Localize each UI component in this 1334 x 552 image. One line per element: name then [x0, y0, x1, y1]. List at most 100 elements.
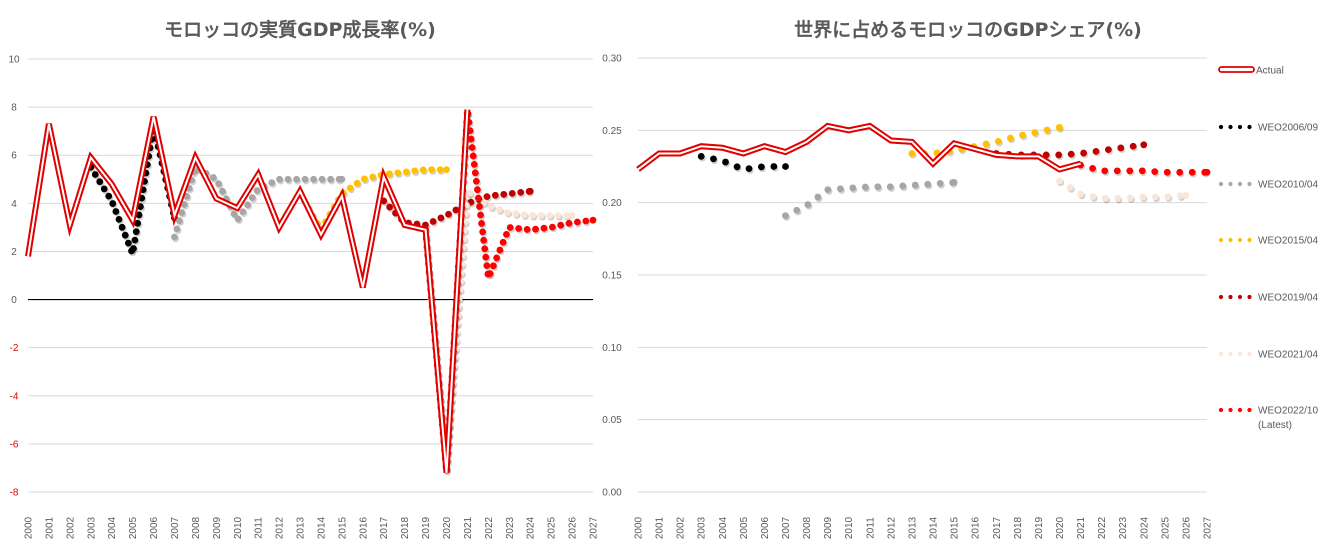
data-point [733, 163, 741, 171]
x-tick-label: 2003 [697, 516, 708, 539]
data-point [268, 179, 276, 187]
legend-dot-swatch [1228, 351, 1233, 357]
data-point [230, 210, 238, 218]
legend-label: WEO2010/04 [1258, 180, 1318, 191]
x-tick-label: 2018 [1013, 516, 1024, 539]
x-tick-label: 2004 [718, 516, 729, 539]
data-point [428, 166, 436, 174]
x-tick-label: 2006 [760, 516, 771, 539]
data-point [1126, 194, 1134, 202]
data-point [557, 221, 565, 229]
actual-line-inner [27, 109, 469, 473]
data-point [1151, 193, 1159, 201]
actual-line [25, 109, 471, 474]
data-point [437, 214, 445, 222]
data-point [475, 194, 482, 202]
data-point [1176, 168, 1184, 176]
legend-dot-swatch [1247, 124, 1252, 130]
x-tick-label: 2014 [929, 516, 940, 539]
x-tick-label: 2006 [149, 516, 160, 539]
data-point [499, 238, 507, 246]
data-point [472, 177, 480, 185]
data-point [234, 215, 242, 223]
x-tick-label: 2019 [1034, 516, 1045, 539]
data-point [1182, 192, 1190, 199]
data-point [96, 178, 104, 186]
data-point [1101, 194, 1109, 202]
legend-item-WEO2006-09: WEO2006/09 [1218, 123, 1318, 134]
x-tick-label: 2024 [1139, 516, 1150, 539]
series-WEO2022-10 [1077, 161, 1211, 178]
data-point [745, 165, 753, 173]
data-point [1031, 129, 1039, 136]
data-point [982, 140, 990, 148]
y-tick-label: -8 [10, 488, 19, 499]
data-point [1188, 168, 1196, 176]
x-tick-label: 2021 [463, 516, 474, 539]
data-point [782, 163, 789, 170]
x-tick-label: 2009 [823, 516, 834, 539]
data-point [899, 182, 907, 190]
data-point [836, 185, 844, 193]
legend-dot-swatch [1218, 294, 1224, 300]
data-point [132, 228, 140, 236]
data-point [861, 183, 869, 191]
data-point [301, 175, 309, 183]
data-point [443, 166, 450, 174]
legend-dot-swatch [1218, 237, 1224, 243]
x-tick-label: 2010 [844, 516, 855, 539]
actual-line-inner [637, 124, 1081, 171]
data-point [563, 211, 571, 219]
x-tick-label: 2013 [296, 516, 307, 539]
data-point [1042, 151, 1050, 159]
x-tick-label: 2001 [655, 516, 666, 539]
data-point [1129, 142, 1137, 150]
x-tick-label: 2009 [212, 516, 223, 539]
data-point [710, 155, 717, 163]
data-point [109, 200, 117, 207]
legend-item-WEO2019-04: WEO2019/04 [1218, 293, 1318, 304]
data-point [824, 186, 832, 194]
x-tick-label: 2022 [1097, 516, 1108, 539]
x-tick-label: 2002 [676, 516, 687, 539]
x-tick-label: 2012 [275, 516, 286, 539]
x-tick-label: 2004 [107, 516, 118, 539]
x-tick-label: 2027 [589, 516, 600, 539]
left-chart: 10 8 6 4 2 0 -2 -4 -6 -8 2000 2001 2002 2003 2004 2005 2… [8, 55, 599, 540]
legend-line-swatch [1218, 66, 1255, 73]
x-tick-label: 2020 [1055, 516, 1066, 539]
data-point [353, 179, 361, 187]
x-tick-label: 2014 [316, 516, 327, 539]
data-point [950, 179, 958, 186]
data-point [814, 193, 822, 201]
data-point [1138, 167, 1146, 175]
data-point [1104, 146, 1112, 154]
legend-dot-swatch [1237, 294, 1243, 300]
data-point [402, 168, 410, 176]
data-point [219, 187, 226, 195]
data-point [175, 217, 183, 225]
legend-dot-swatch [1228, 407, 1233, 413]
data-point [526, 187, 534, 195]
x-tick-label: 2002 [65, 516, 76, 539]
data-point [886, 183, 894, 191]
x-tick-label: 2013 [907, 516, 918, 539]
data-point [131, 236, 139, 244]
series-WEO2021-04 [1056, 177, 1190, 204]
data-point [1163, 168, 1171, 176]
series-WEO2006-09 [87, 126, 178, 257]
x-tick-label: 2007 [781, 516, 792, 539]
x-tick-label: 2005 [128, 516, 139, 539]
right-chart: 0.30 0.25 0.20 0.15 0.10 0.05 0.00 2000 2001 2002… [602, 54, 1213, 540]
x-tick-label: 2015 [950, 516, 961, 539]
legend-dot-swatch [1218, 351, 1224, 357]
data-point [722, 158, 729, 166]
data-point [385, 170, 393, 178]
data-point [118, 223, 126, 231]
x-tick-label: 2005 [739, 516, 750, 539]
data-point [849, 184, 857, 192]
data-point [1203, 168, 1211, 176]
data-point [318, 175, 326, 183]
data-point [130, 245, 137, 252]
data-point [549, 223, 556, 231]
